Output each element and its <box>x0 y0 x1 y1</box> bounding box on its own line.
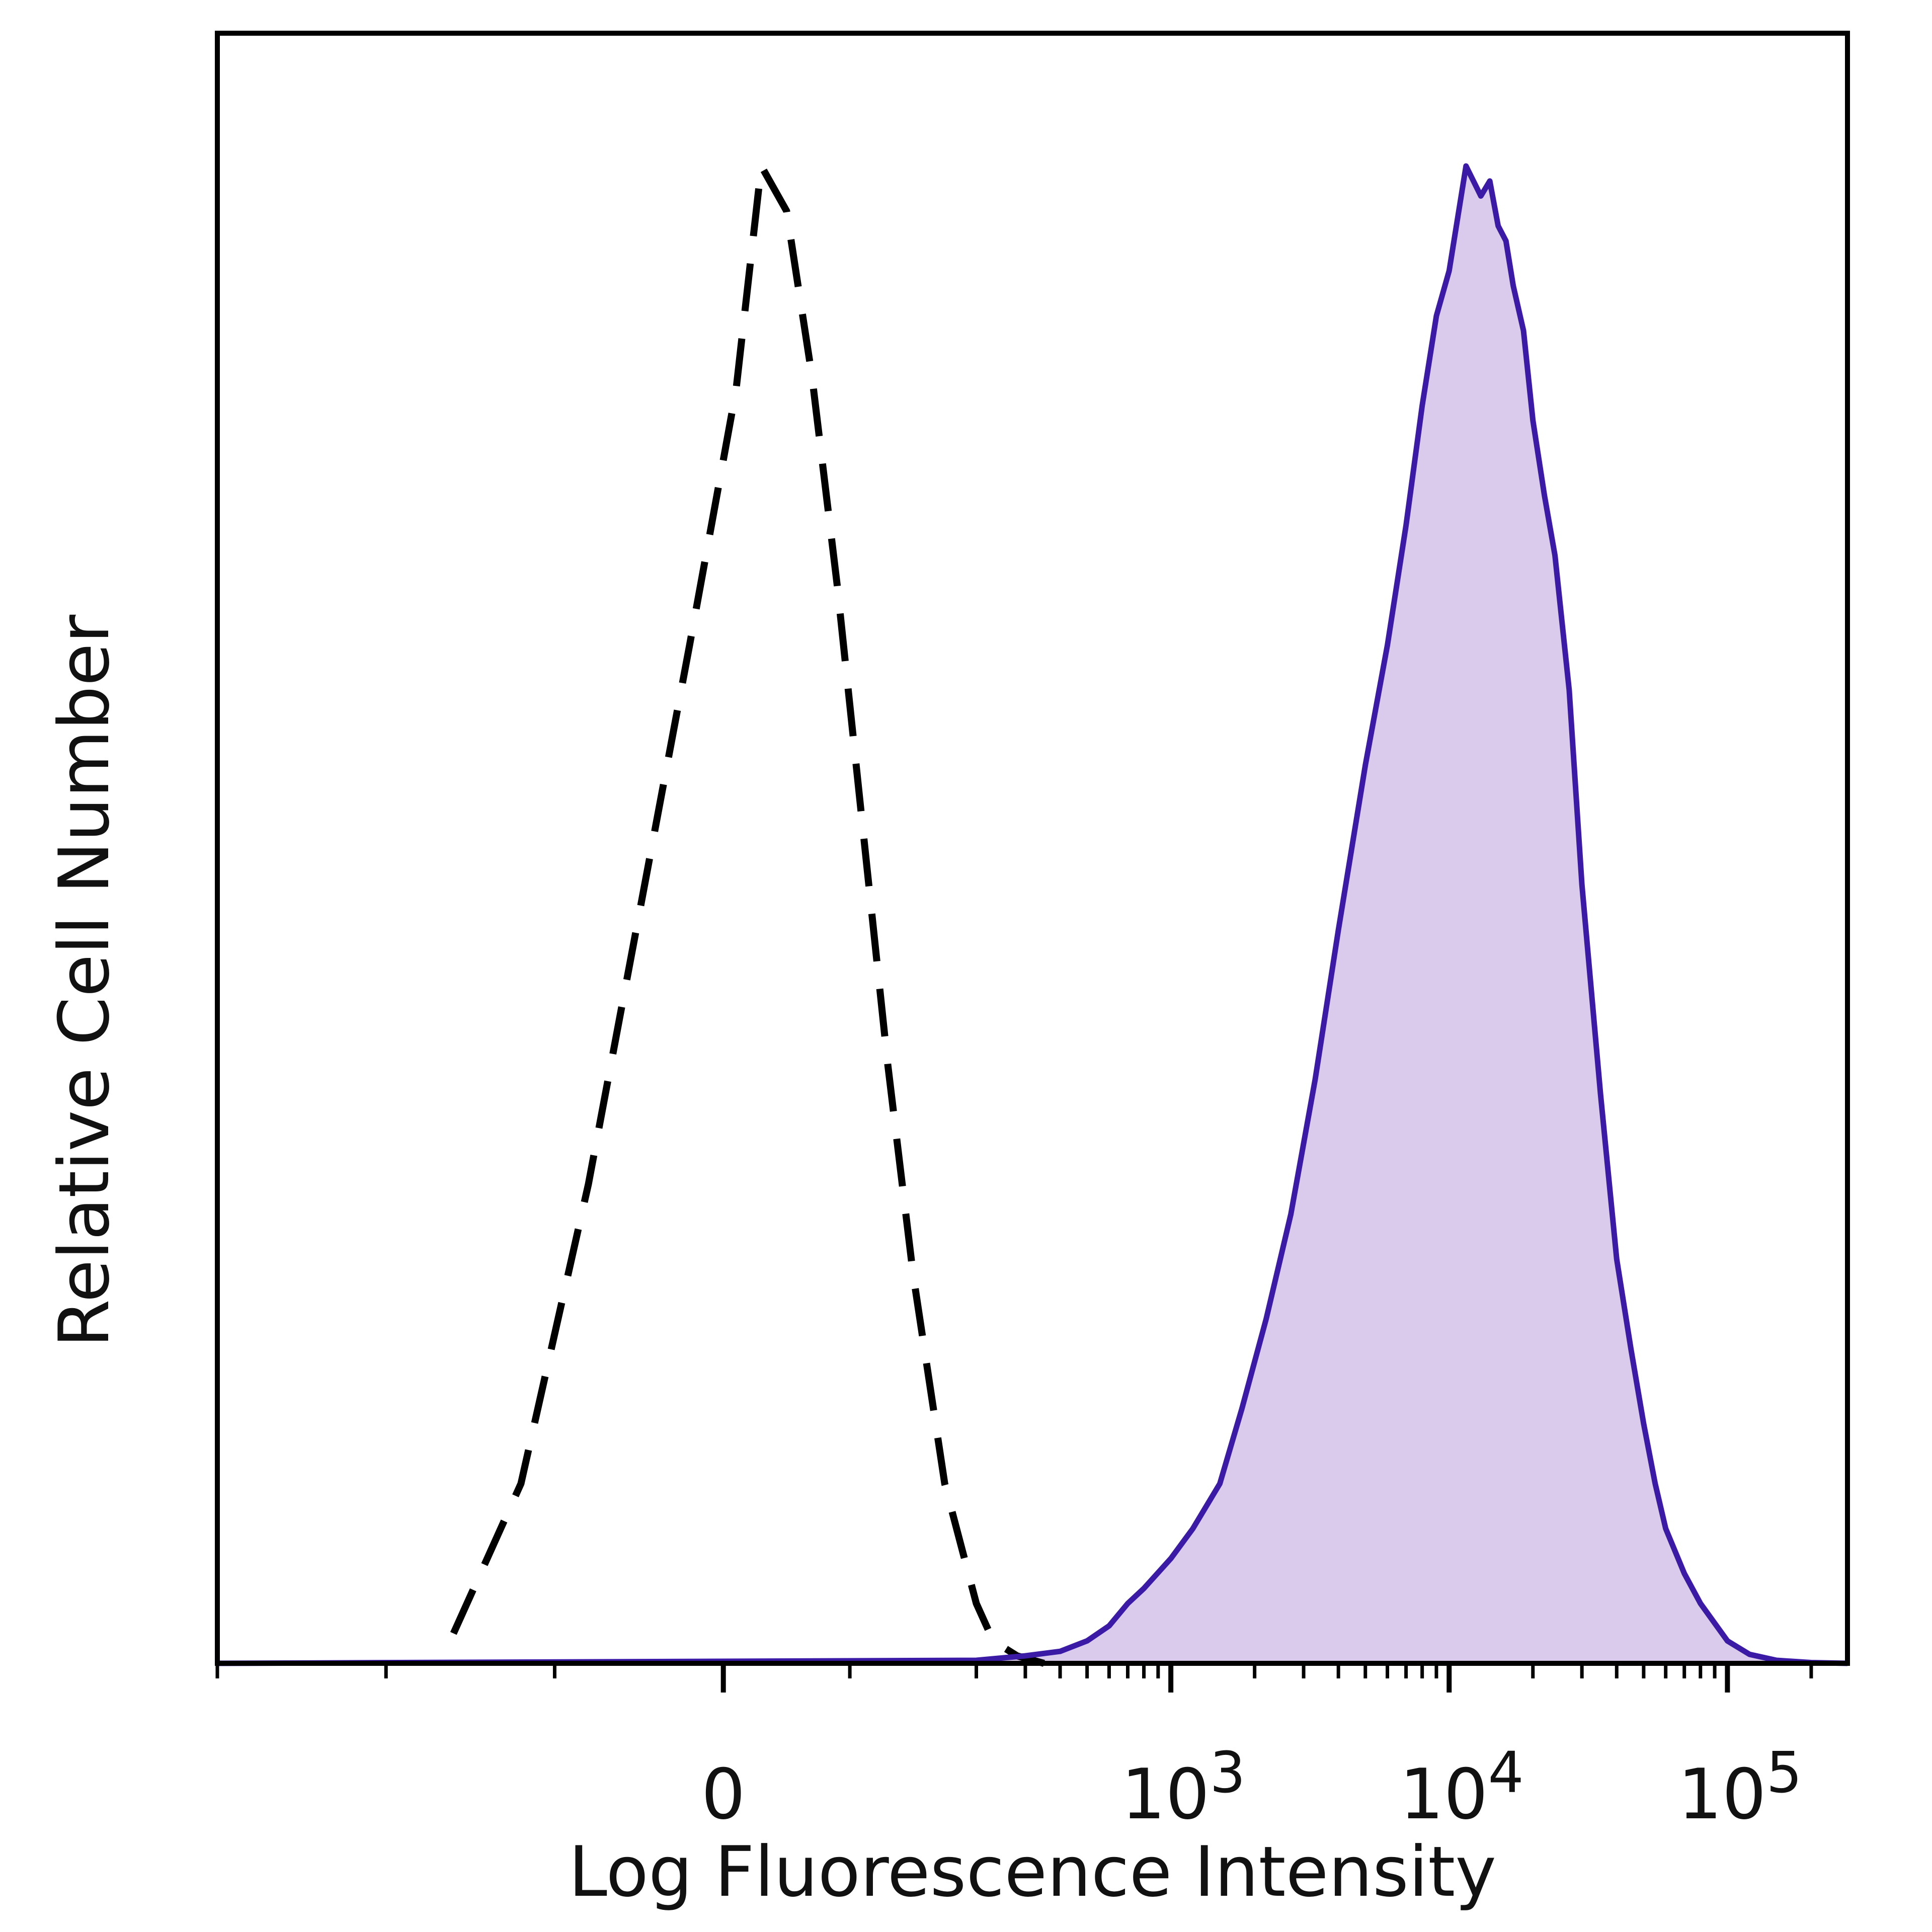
plot-frame <box>215 31 1850 1666</box>
line-layer <box>217 163 1848 1667</box>
series-1-line <box>217 163 1848 1666</box>
tick-layer <box>215 1663 1813 1693</box>
x-tick-exponent: 4 <box>1488 1740 1523 1806</box>
x-tick-label: 104 <box>1400 1740 1524 1835</box>
series-1-fill <box>217 166 1847 1663</box>
x-tick-label: 103 <box>1121 1740 1246 1835</box>
x-tick-exponent: 5 <box>1766 1740 1802 1806</box>
x-tick-label: 105 <box>1678 1740 1802 1835</box>
tick-label-layer: 0 103 104 105 <box>701 1740 1802 1835</box>
x-tick-exponent: 3 <box>1210 1740 1245 1806</box>
x-axis-label: Log Fluorescence Intensity <box>569 1831 1496 1912</box>
x-tick-label: 0 <box>701 1754 746 1835</box>
fill-layer <box>217 166 1847 1663</box>
y-axis-label: Relative Cell Number <box>44 614 125 1347</box>
series-0-line <box>450 163 1045 1667</box>
